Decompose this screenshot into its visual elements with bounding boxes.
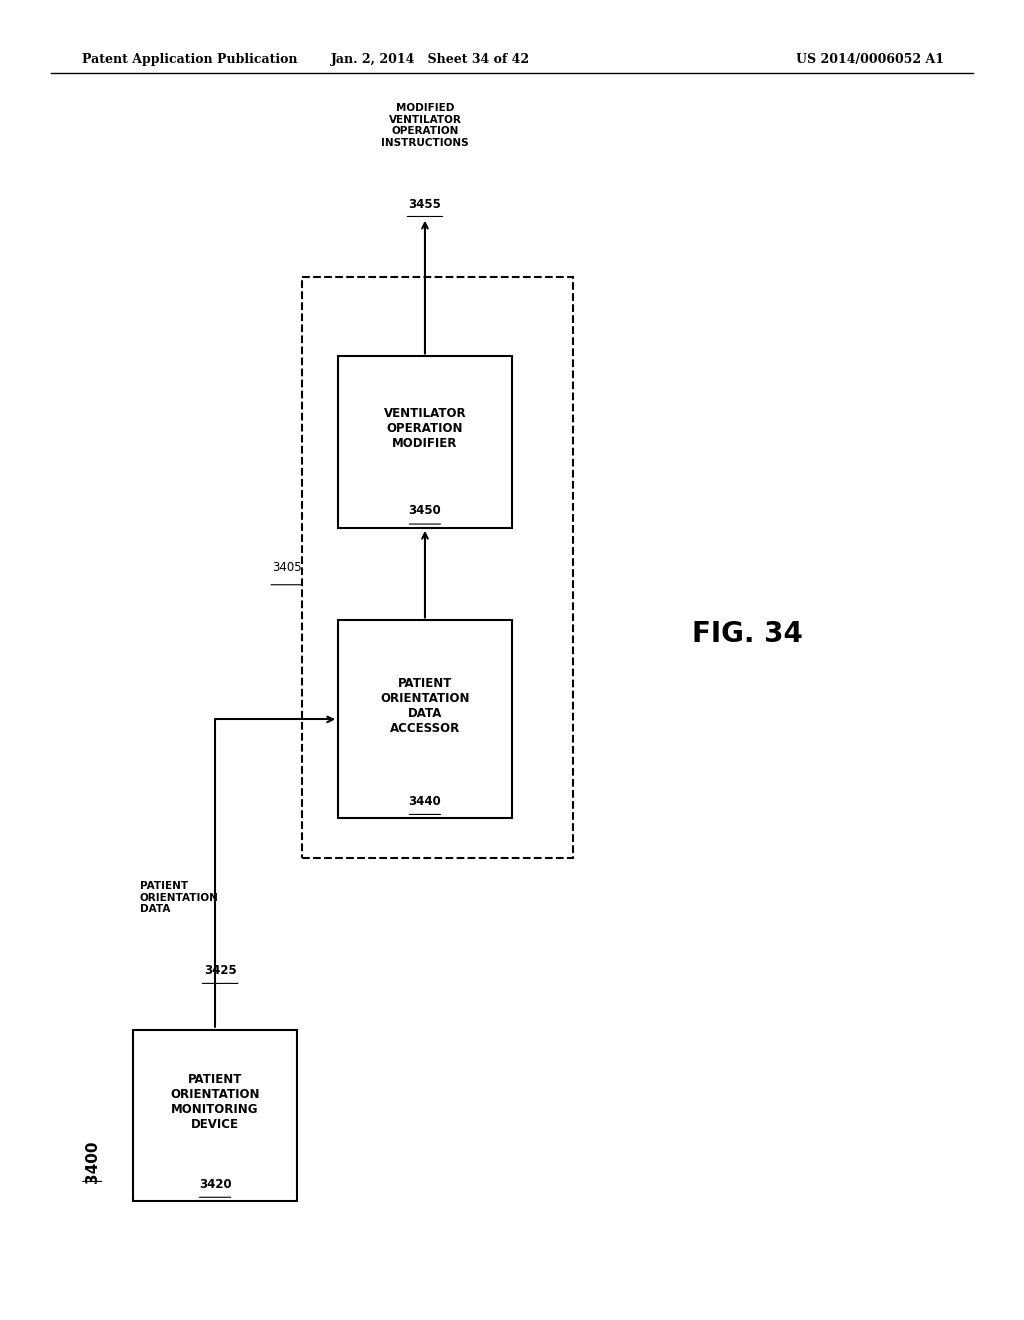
Text: 3400: 3400 — [85, 1140, 99, 1183]
Text: 3425: 3425 — [204, 964, 237, 977]
Text: 3440: 3440 — [409, 795, 441, 808]
Text: PATIENT
ORIENTATION
MONITORING
DEVICE: PATIENT ORIENTATION MONITORING DEVICE — [170, 1073, 260, 1131]
Text: FIG. 34: FIG. 34 — [692, 619, 803, 648]
Text: 3420: 3420 — [199, 1177, 231, 1191]
Text: VENTILATOR
OPERATION
MODIFIER: VENTILATOR OPERATION MODIFIER — [384, 408, 466, 450]
Text: PATIENT
ORIENTATION
DATA
ACCESSOR: PATIENT ORIENTATION DATA ACCESSOR — [380, 677, 470, 735]
FancyBboxPatch shape — [338, 356, 512, 528]
FancyBboxPatch shape — [338, 620, 512, 818]
Text: 3455: 3455 — [409, 198, 441, 211]
Text: 3405: 3405 — [272, 561, 301, 574]
Text: PATIENT
ORIENTATION
DATA: PATIENT ORIENTATION DATA — [139, 880, 219, 915]
Text: MODIFIED
VENTILATOR
OPERATION
INSTRUCTIONS: MODIFIED VENTILATOR OPERATION INSTRUCTIO… — [381, 103, 469, 148]
FancyBboxPatch shape — [133, 1030, 297, 1201]
Text: US 2014/0006052 A1: US 2014/0006052 A1 — [797, 53, 944, 66]
Text: Jan. 2, 2014   Sheet 34 of 42: Jan. 2, 2014 Sheet 34 of 42 — [331, 53, 529, 66]
Text: 3450: 3450 — [409, 504, 441, 517]
Text: Patent Application Publication: Patent Application Publication — [82, 53, 297, 66]
